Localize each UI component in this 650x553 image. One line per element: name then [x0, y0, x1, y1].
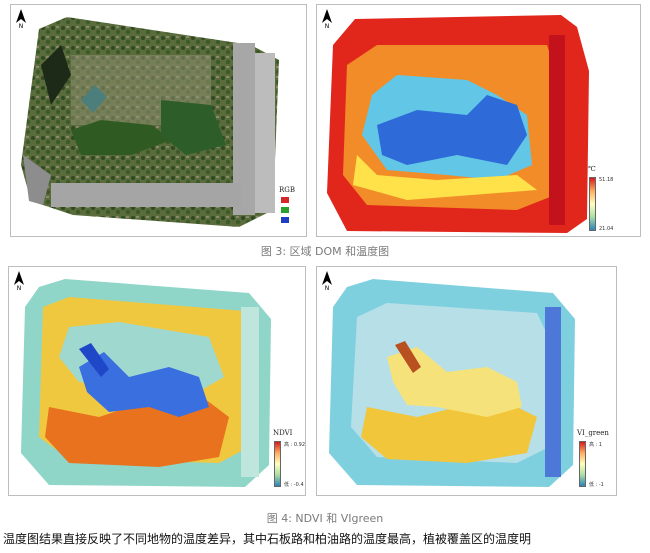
ndvi-legend-min: 低 : -0.4	[284, 482, 304, 488]
rgb-tree-shadow	[41, 45, 71, 105]
ndvi-panel: N NDVI 高 : 0.92 低 : -0.4	[8, 266, 306, 496]
rgb-road-right-2	[255, 53, 275, 213]
temperature-map	[327, 15, 589, 233]
rgb-legend-title: RGB	[279, 186, 296, 194]
ndvi-road-right	[241, 307, 259, 477]
ndvi-legend-bar	[274, 441, 281, 487]
north-label: N	[324, 23, 330, 30]
figure-3-caption: 图 3: 区域 DOM 和温度图	[260, 245, 390, 258]
figure-4-caption: 图 4: NDVI 和 VIgreen	[266, 512, 384, 525]
ndvi-pond	[79, 343, 109, 377]
ndvi-legend-title: NDVI	[273, 429, 293, 437]
rgb-red-swatch	[281, 197, 289, 203]
north-label: N	[18, 23, 24, 30]
rgb-lawn	[161, 100, 226, 155]
ndvi-legend-max: 高 : 0.92	[284, 442, 305, 448]
vigreen-map	[329, 279, 575, 487]
vigreen-road-right	[545, 307, 561, 477]
north-arrow: N	[321, 9, 333, 31]
vigreen-panel: N VI_green 高 : 1 低 : -1	[316, 266, 617, 496]
north-arrow-icon	[322, 271, 332, 285]
temperature-legend-unit: ℃	[588, 165, 596, 173]
vigreen-pond	[395, 341, 421, 373]
vigreen-legend-min: 低 : -1	[589, 482, 604, 488]
north-arrow-icon	[14, 271, 24, 285]
vigreen-legend-max: 高 : 1	[589, 442, 603, 448]
north-label: N	[16, 285, 22, 292]
north-arrow: N	[321, 271, 333, 293]
rgb-road-right	[233, 43, 255, 215]
vigreen-legend-title: VI_green	[577, 429, 609, 437]
north-arrow: N	[13, 271, 25, 293]
body-paragraph: 温度图结果直接反映了不同地物的温度差异，其中石板路和柏油路的温度最高，植被覆盖区…	[3, 532, 532, 546]
temperature-legend-min: 21.04	[599, 226, 614, 232]
rgb-dom-panel: N RGB	[10, 4, 307, 237]
north-arrow-icon	[16, 9, 26, 23]
vigreen-light-zone	[387, 347, 522, 417]
north-label: N	[324, 285, 330, 292]
temperature-legend-bar	[589, 177, 596, 231]
temperature-legend-max: 51.18	[599, 177, 614, 183]
vigreen-legend-bar	[579, 441, 586, 487]
temperature-road-right	[549, 35, 565, 225]
rgb-vegetation-patch	[71, 120, 171, 155]
north-arrow: N	[15, 9, 27, 31]
ndvi-water-zone	[79, 352, 209, 417]
rgb-road-bottom	[51, 183, 241, 207]
north-arrow-icon	[322, 9, 332, 23]
rgb-pond	[81, 85, 107, 113]
ndvi-map	[21, 279, 271, 487]
rgb-blue-swatch	[281, 217, 289, 223]
rgb-green-swatch	[281, 207, 289, 213]
temperature-mid-zone	[353, 155, 537, 200]
rgb-dom-map	[21, 17, 279, 227]
temperature-water-zone	[377, 95, 527, 165]
temperature-panel: N ℃ 51.18 21.04	[316, 4, 641, 237]
rgb-road-left	[23, 155, 51, 205]
